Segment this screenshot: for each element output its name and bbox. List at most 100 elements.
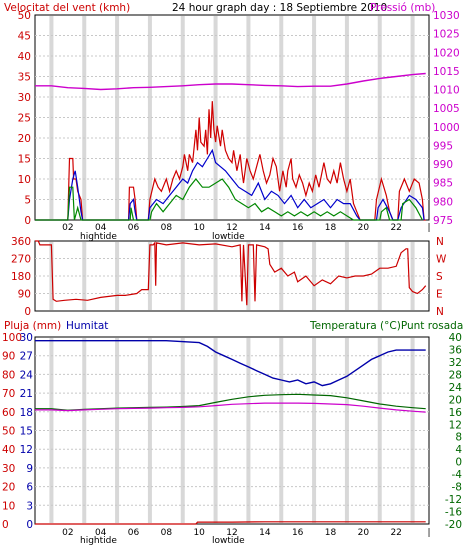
wind-axis-tick-label: 5 [24, 195, 31, 207]
x-tick-label: 18 [325, 528, 337, 538]
compass-tick-label: E [436, 289, 443, 301]
hour-band [312, 338, 317, 523]
pressure-axis-label: Pressió (mb) [370, 2, 435, 14]
humidity-axis-tick-label: 30 [2, 463, 15, 475]
direction-axis-tick-label: 270 [11, 254, 31, 266]
hightide-label-bottom: hightide [80, 536, 117, 546]
wind-axis-tick-label: 15 [18, 154, 31, 166]
rain-axis-tick-label: 12 [20, 444, 33, 456]
rain-axis-tick-label: 30 [20, 332, 33, 344]
rain-axis-tick-label: 6 [26, 482, 33, 494]
temperature-axis-tick-label: 24 [449, 382, 463, 394]
lowtide-label-top: lowtide [212, 232, 245, 242]
wind-axis-tick-label: 30 [18, 92, 31, 104]
hour-band [279, 242, 284, 310]
rain-humidity-temp-panel: 0102030405060708090100036912151821242730… [2, 320, 463, 546]
pressure-axis-tick-label: 990 [433, 159, 453, 171]
temperature-axis-tick-label: -12 [445, 494, 462, 506]
x-tick-label: 04 [95, 223, 107, 233]
x-tick-label: 16 [292, 528, 304, 538]
rain-axis-tick-label: 15 [20, 426, 33, 438]
pressure-axis-tick-label: 985 [433, 178, 453, 190]
pressure-axis-tick-label: 1030 [433, 10, 460, 22]
pressure-axis-tick-label: 1025 [433, 29, 460, 41]
x-tick-label: 10 [193, 528, 205, 538]
x-tick-label: 16 [292, 223, 304, 233]
pressure-axis-tick-label: 1020 [433, 47, 460, 59]
rain-axis-tick-label: 27 [20, 351, 33, 363]
hour-band [180, 16, 185, 219]
hour-band [344, 16, 349, 219]
wind-axis-tick-label: 45 [18, 31, 31, 43]
humidity-axis-tick-label: 0 [2, 519, 9, 531]
compass-tick-label: S [436, 271, 443, 283]
hour-band [147, 242, 152, 310]
wind-axis-tick-label: 25 [18, 113, 31, 125]
temperature-axis-tick-label: 16 [449, 407, 463, 419]
hour-band [180, 338, 185, 523]
rain-series-line [35, 521, 426, 525]
hour-band [115, 242, 120, 310]
x-tick-label: 22 [390, 528, 401, 538]
temperature-axis-tick-label: -16 [445, 507, 462, 519]
hour-band [344, 242, 349, 310]
humidity-axis-tick-label: 90 [2, 351, 15, 363]
humidity-axis-tick-label: 40 [2, 444, 15, 456]
x-tick-label: 04 [95, 528, 107, 538]
x-tick-label: 06 [128, 528, 140, 538]
x-tick-label: 12 [226, 223, 237, 233]
x-tick-label: 22 [390, 223, 401, 233]
hightide-label-top: hightide [80, 232, 117, 242]
hour-band [279, 16, 284, 219]
wind-axis-tick-label: 50 [18, 10, 31, 22]
direction-axis-tick-label: 0 [24, 306, 31, 318]
x-tick-label: 10 [193, 223, 205, 233]
rain-axis-tick-label: 3 [26, 500, 33, 512]
compass-tick-label: W [436, 254, 447, 266]
x-tick-label: 02 [62, 223, 73, 233]
humidity-axis-tick-label: 50 [2, 426, 15, 438]
compass-tick-label: N [436, 236, 444, 248]
humidity-series-line [35, 340, 426, 387]
temperature-axis-tick-label: 4 [455, 444, 462, 456]
hour-band [147, 338, 152, 523]
hour-band [115, 338, 120, 523]
humidity-axis-tick-label: 60 [2, 407, 15, 419]
x-tick-label: | [427, 223, 430, 233]
rain-axis-label: Pluja (mm) [4, 320, 61, 332]
humidity-axis-tick-label: 100 [2, 332, 22, 344]
temperature-dewpoint-axis-label: Temperatura (°C)Punt rosada [309, 320, 463, 332]
humidity-axis-tick-label: 20 [2, 482, 15, 494]
hour-band [312, 242, 317, 310]
humidity-axis-tick-label: 80 [2, 369, 15, 381]
x-tick-label: 08 [161, 528, 173, 538]
hour-band [180, 242, 185, 310]
wind-axis-label: Velocitat del vent (kmh) [4, 2, 130, 14]
temperature-axis-tick-label: 20 [449, 394, 462, 406]
humidity-axis-label: Humitat [66, 320, 108, 332]
wind-axis-tick-label: 35 [18, 72, 31, 84]
hour-band [115, 16, 120, 219]
hour-band [312, 16, 317, 219]
x-tick-label: 18 [325, 223, 337, 233]
humidity-axis-tick-label: 70 [2, 388, 15, 400]
x-tick-label: 20 [358, 223, 370, 233]
temperature-axis-tick-label: 0 [455, 457, 462, 469]
temperature-axis-tick-label: 40 [449, 332, 462, 344]
hour-band [279, 338, 284, 523]
rain-axis-tick-label: 21 [20, 388, 33, 400]
wind-axis-tick-label: 0 [24, 215, 31, 227]
hour-band [344, 338, 349, 523]
temperature-axis-tick-label: 12 [449, 419, 462, 431]
hour-band [147, 16, 152, 219]
temperature-axis-tick-label: 36 [449, 344, 463, 356]
x-tick-label: 06 [128, 223, 140, 233]
dewpoint-series-line [35, 402, 426, 413]
pressure-axis-tick-label: 1010 [433, 85, 460, 97]
x-tick-label: 02 [62, 528, 73, 538]
gust-series-line [35, 101, 426, 221]
x-tick-label: 12 [226, 528, 237, 538]
